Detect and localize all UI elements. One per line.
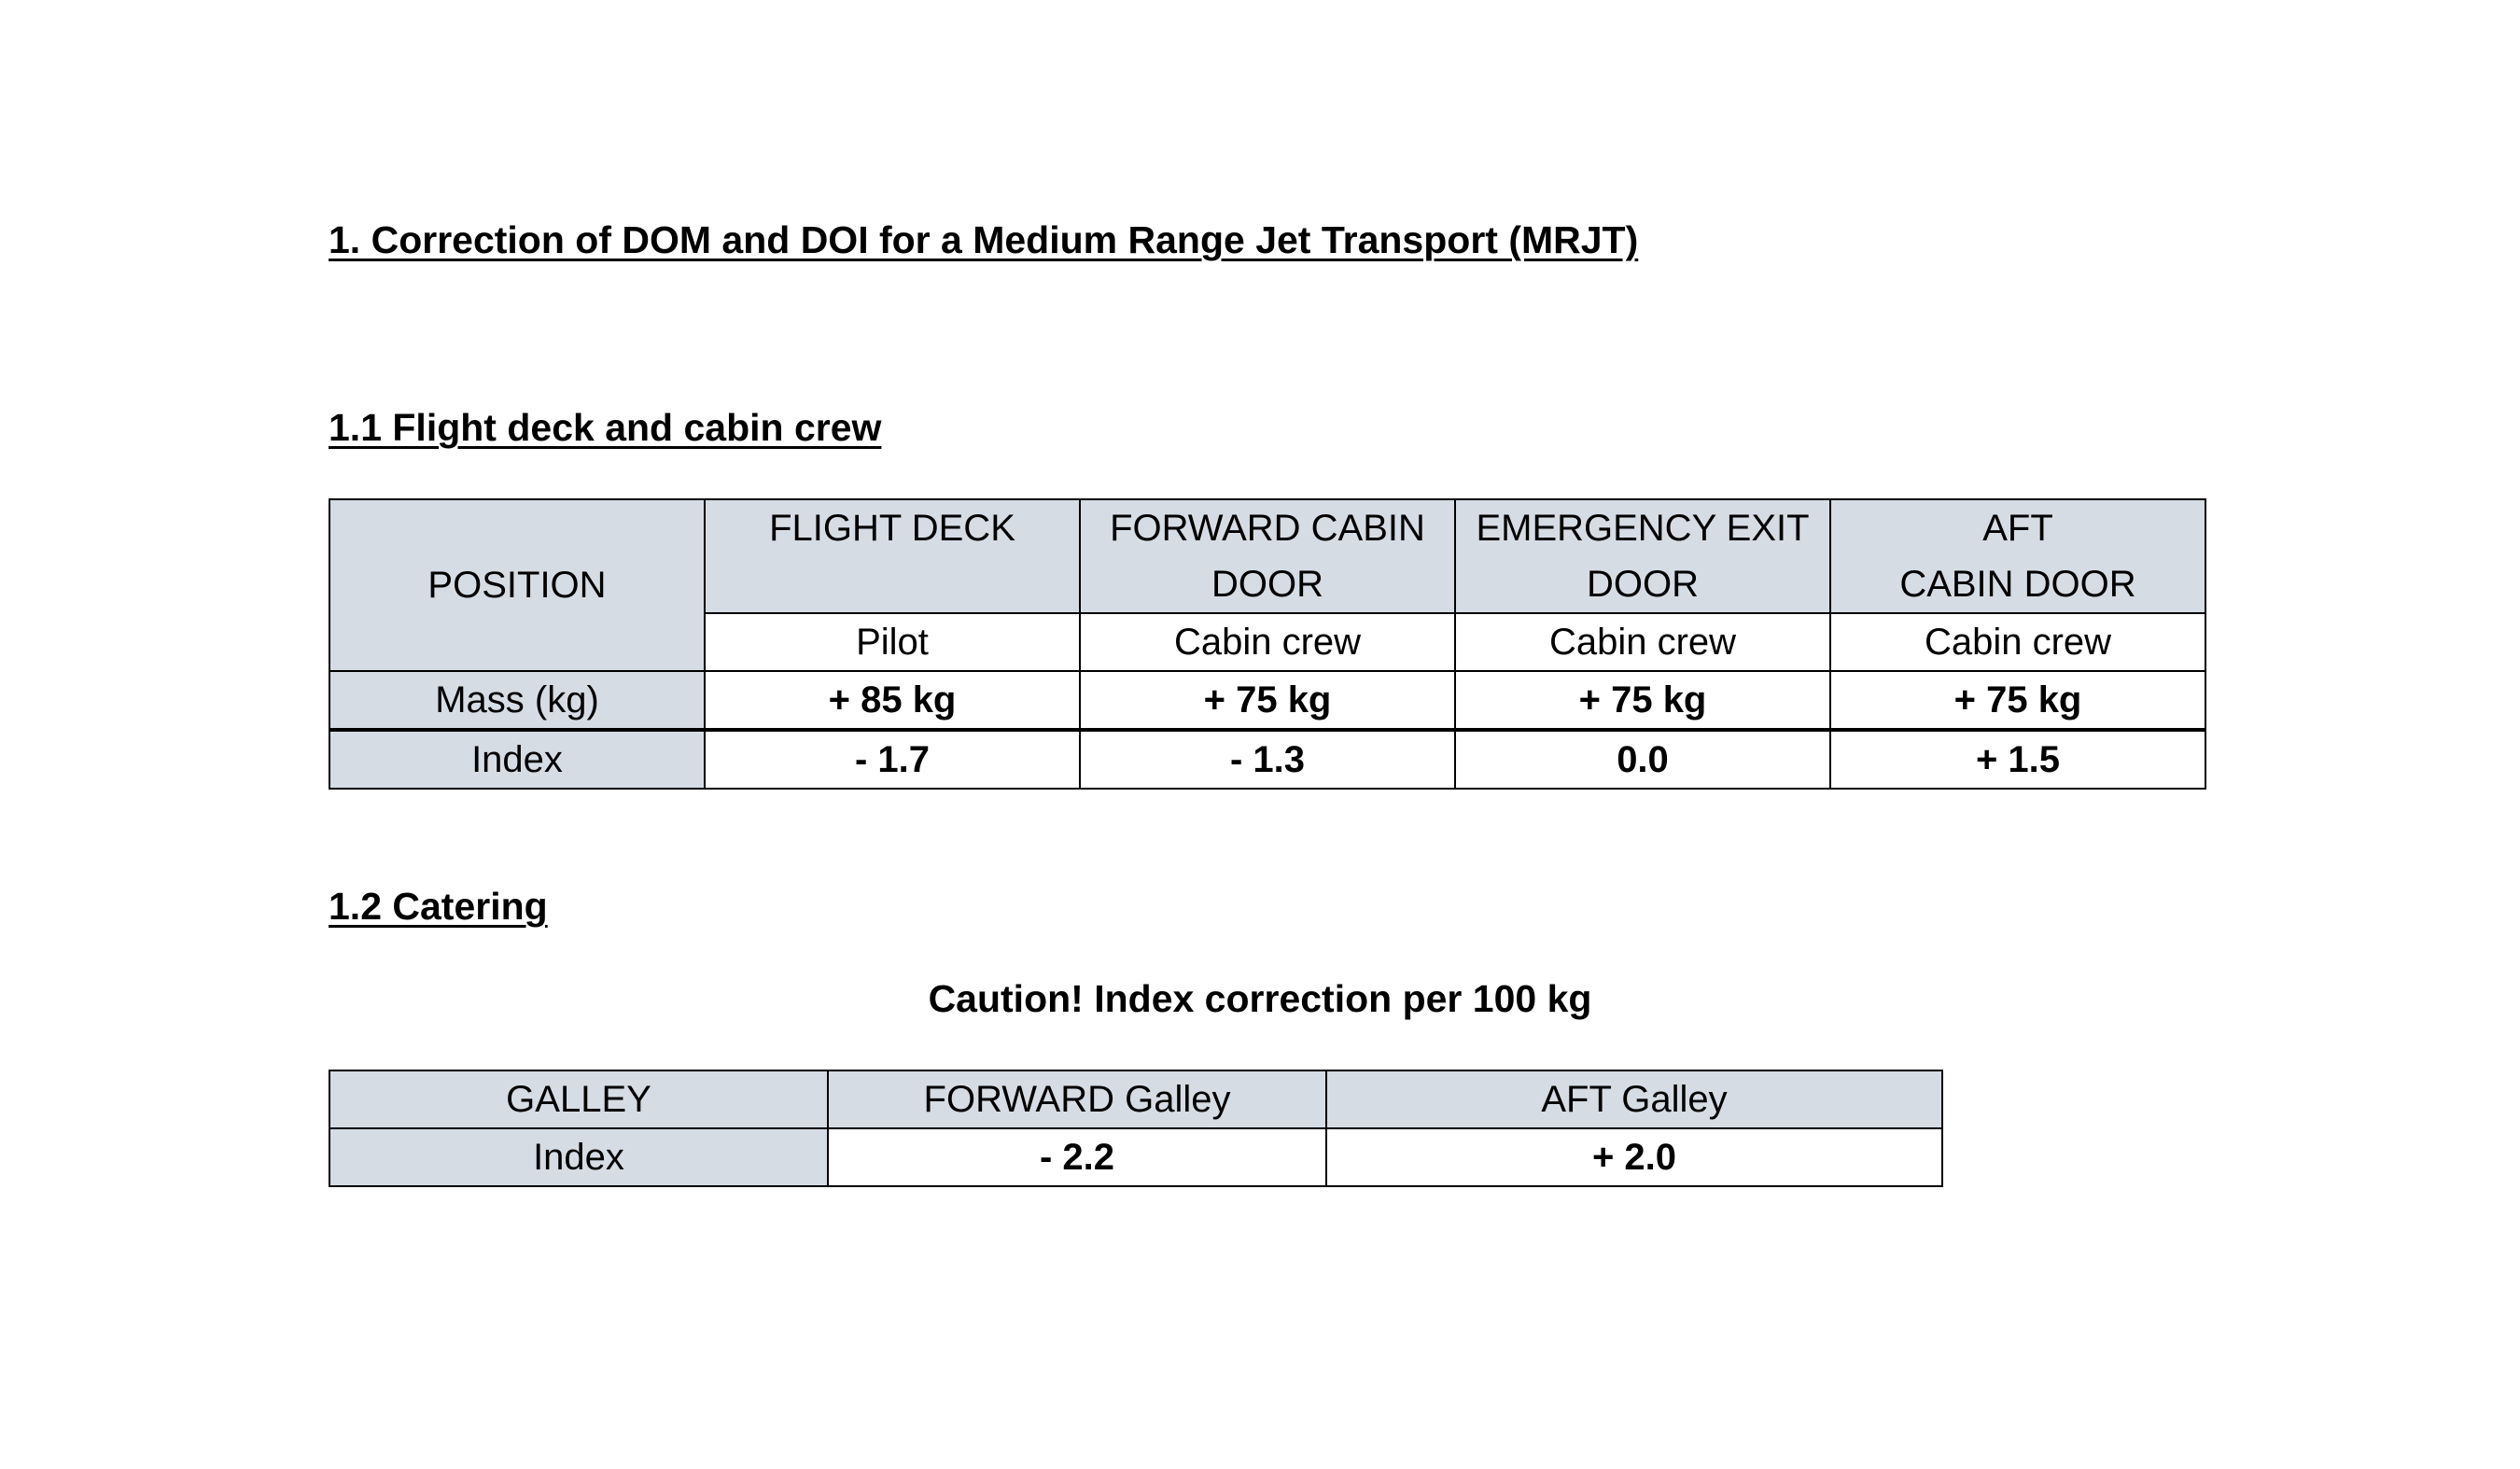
column-header-line: FLIGHT DECK (769, 508, 1015, 549)
column-header-aft-cabin-door: AFT CABIN DOOR (1829, 498, 2206, 614)
position-header: POSITION (329, 498, 706, 672)
mass-cell: + 75 kg (1079, 670, 1456, 732)
column-header-line (707, 556, 1078, 611)
crew-type-cell: Cabin crew (1829, 612, 2206, 672)
crew-type-cell: Cabin crew (1454, 612, 1831, 672)
table-row: Index - 1.7 - 1.3 0.0 + 1.5 (329, 729, 2206, 790)
crew-type-cell: Pilot (704, 612, 1081, 672)
column-header-flight-deck: FLIGHT DECK (704, 498, 1081, 614)
index-row-label: Index (329, 729, 706, 790)
crew-type-cell: Cabin crew (1079, 612, 1456, 672)
index-cell: - 2.2 (827, 1127, 1327, 1187)
galley-header: GALLEY (329, 1070, 829, 1129)
table-row: Pilot Cabin crew Cabin crew Cabin crew (329, 612, 2206, 672)
crew-correction-table: POSITION FLIGHT DECK FORWARD CABIN DOOR … (329, 498, 2206, 790)
table-row: Index - 2.2 + 2.0 (329, 1127, 1943, 1187)
index-cell: - 1.7 (704, 729, 1081, 790)
column-header-line: EMERGENCY EXIT (1476, 508, 1810, 549)
table-row: POSITION FLIGHT DECK FORWARD CABIN DOOR … (329, 498, 2206, 672)
index-cell: + 1.5 (1829, 729, 2206, 790)
column-header-line: DOOR (1211, 564, 1323, 605)
index-cell: + 2.0 (1325, 1127, 1943, 1187)
column-header-line: DOOR (1587, 564, 1699, 605)
column-header-line: CABIN DOOR (1899, 564, 2136, 605)
table-row: GALLEY FORWARD Galley AFT Galley (329, 1070, 1943, 1129)
mass-row-label: Mass (kg) (329, 670, 706, 732)
index-cell: - 1.3 (1079, 729, 1456, 790)
caution-note: Caution! Index correction per 100 kg (928, 977, 1592, 1020)
column-header-forward-galley: FORWARD Galley (827, 1070, 1327, 1129)
column-header-forward-cabin-door: FORWARD CABIN DOOR (1079, 498, 1456, 614)
section-heading-catering: 1.2 Catering (329, 885, 548, 928)
section-heading-crew: 1.1 Flight deck and cabin crew (329, 406, 882, 449)
index-cell: 0.0 (1454, 729, 1831, 790)
mass-cell: + 75 kg (1454, 670, 1831, 732)
document-title: 1. Correction of DOM and DOI for a Mediu… (329, 218, 1639, 261)
table-row: Mass (kg) + 85 kg + 75 kg + 75 kg + 75 k… (329, 670, 2206, 732)
mass-cell: + 75 kg (1829, 670, 2206, 732)
mass-cell: + 85 kg (704, 670, 1081, 732)
column-header-line: AFT (1982, 508, 2053, 549)
column-header-line: FORWARD CABIN (1110, 508, 1425, 549)
galley-correction-table: GALLEY FORWARD Galley AFT Galley Index -… (329, 1070, 1943, 1187)
index-row-label: Index (329, 1127, 829, 1187)
column-header-aft-galley: AFT Galley (1325, 1070, 1943, 1129)
column-header-emergency-exit-door: EMERGENCY EXIT DOOR (1454, 498, 1831, 614)
